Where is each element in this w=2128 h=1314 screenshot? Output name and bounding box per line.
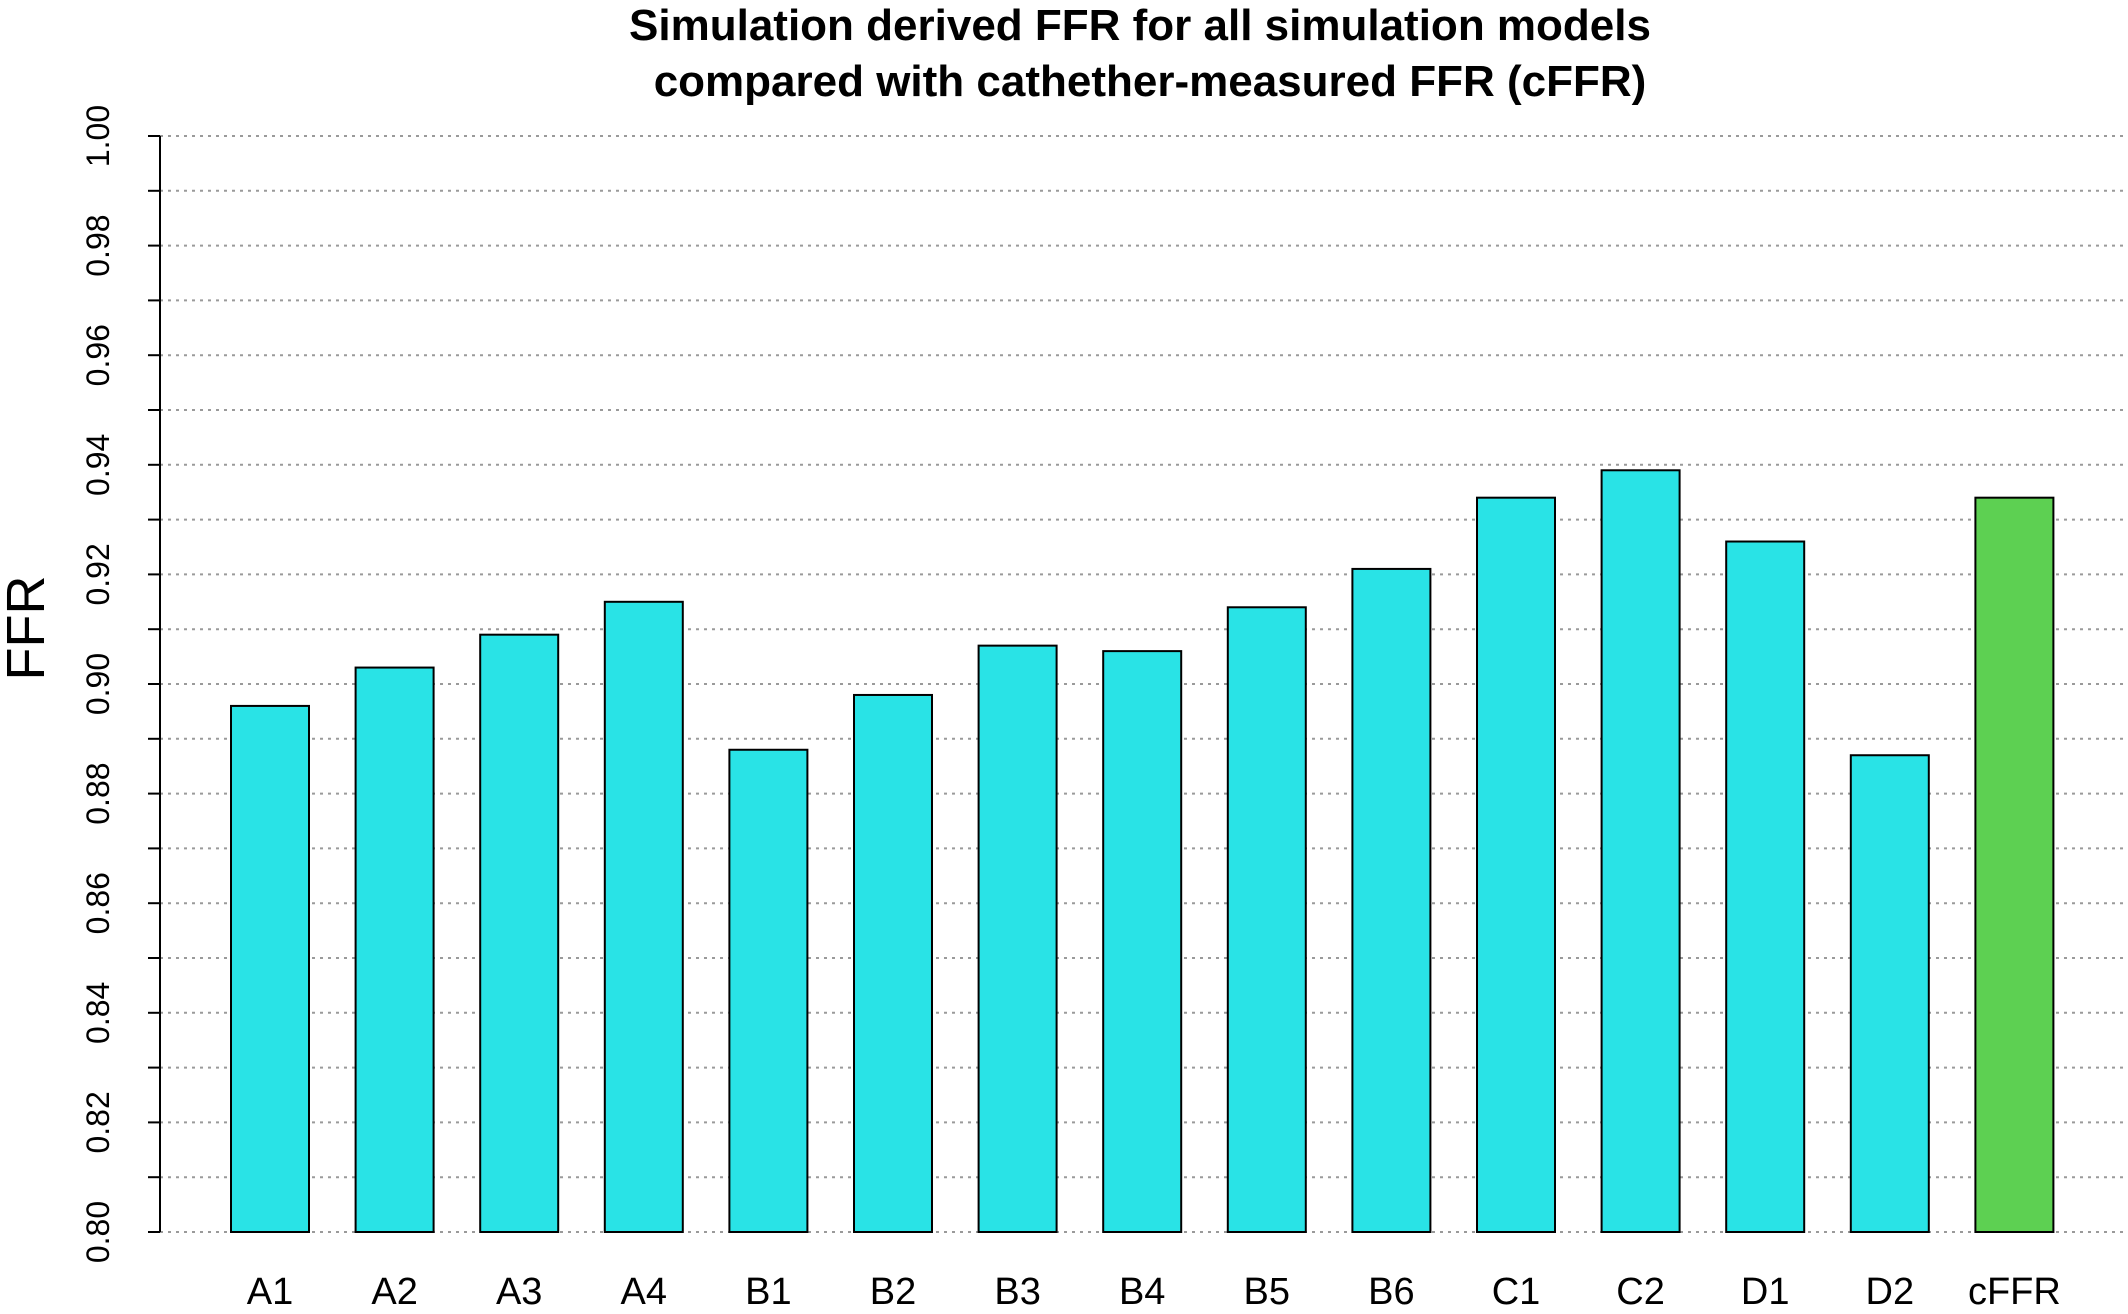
- y-axis: 0.80 0.82 0.84 0.86 0.88 0.90 0.92 0.94 0.96 0.98…: [80, 105, 161, 1263]
- bar-a3: [479, 633, 560, 1233]
- y-tick-label: 0.90: [80, 653, 116, 715]
- x-tick-label: A4: [621, 1271, 667, 1313]
- bar-b6: [1351, 567, 1432, 1233]
- x-tick-label: A3: [496, 1271, 542, 1313]
- bar-b2: [853, 693, 933, 1233]
- y-tick-label: 0.94: [80, 434, 116, 496]
- x-tick-label: B4: [1119, 1271, 1165, 1313]
- x-axis-ticks: A1 A2 A3 A4 B1 B2 B3 B4 B5 B6 C1 C2 D1 D2 cFFR: [247, 1271, 2061, 1313]
- bar-c2: [1600, 469, 1681, 1233]
- x-tick-label: A1: [247, 1271, 293, 1313]
- bar-b3: [977, 644, 1058, 1233]
- chart-title: Simulation derived FFR for all simulatio…: [629, 1, 1651, 50]
- y-tick-label: 0.82: [80, 1091, 116, 1153]
- bar-d1: [1725, 540, 1806, 1233]
- x-tick-label: B1: [745, 1271, 791, 1313]
- y-tick-label: 0.80: [80, 1201, 116, 1263]
- y-tick-label: 1.00: [80, 105, 116, 167]
- x-tick-label: B3: [994, 1271, 1040, 1313]
- y-tick-label: 0.84: [80, 982, 116, 1044]
- y-tick-label: 0.86: [80, 872, 116, 934]
- y-tick-label: 0.98: [80, 214, 116, 276]
- chart-subtitle: compared with cathether-measured FFR (cF…: [654, 57, 1647, 106]
- bar-b1: [728, 748, 809, 1233]
- bar-a1: [230, 704, 310, 1233]
- bar-b5: [1226, 606, 1307, 1233]
- bar-cffr: [1974, 496, 2055, 1233]
- x-tick-label: cFFR: [1968, 1271, 2061, 1313]
- y-axis-label: FFR: [0, 576, 56, 681]
- x-tick-label: D1: [1741, 1271, 1790, 1313]
- bar-d2: [1849, 754, 1930, 1233]
- x-tick-label: A2: [371, 1271, 417, 1313]
- y-tick-label: 0.96: [80, 324, 116, 386]
- y-tick-label: 0.88: [80, 762, 116, 824]
- x-tick-label: C1: [1492, 1271, 1541, 1313]
- x-tick-label: B2: [870, 1271, 916, 1313]
- bars: [230, 469, 2055, 1233]
- bar-b4: [1102, 650, 1183, 1233]
- bar-a2: [354, 666, 435, 1233]
- x-tick-label: B5: [1244, 1271, 1290, 1313]
- y-tick-label: 0.92: [80, 543, 116, 605]
- x-tick-label: D2: [1866, 1271, 1915, 1313]
- bar-c1: [1476, 496, 1556, 1233]
- bar-a4: [603, 600, 684, 1233]
- x-tick-label: C2: [1616, 1271, 1665, 1313]
- x-tick-label: B6: [1368, 1271, 1414, 1313]
